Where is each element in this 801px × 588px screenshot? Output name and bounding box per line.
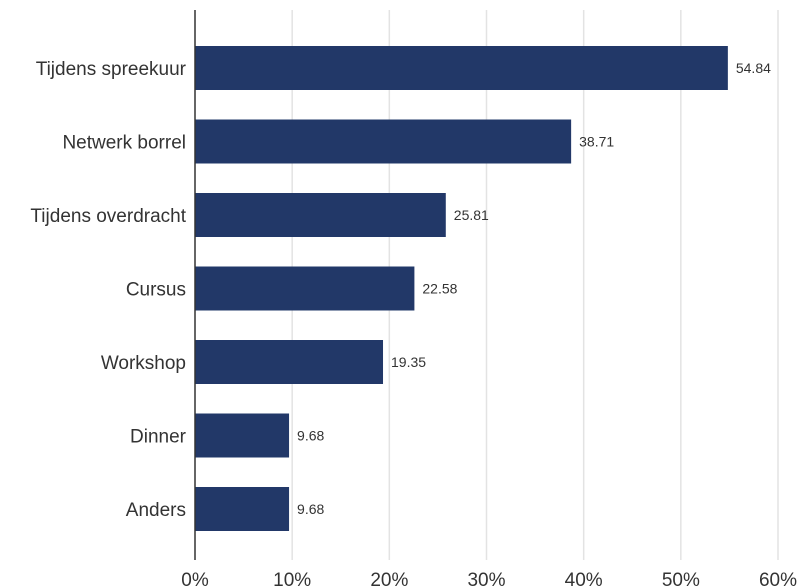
category-label: Dinner xyxy=(130,427,187,448)
bar xyxy=(195,340,384,384)
value-label: 22.58 xyxy=(422,281,457,297)
value-label: 54.84 xyxy=(736,60,771,76)
x-tick-label: 20% xyxy=(370,570,408,588)
x-tick-label: 40% xyxy=(565,570,603,588)
value-label: 9.68 xyxy=(297,428,324,444)
category-label: Netwerk borrel xyxy=(62,133,186,154)
bar xyxy=(195,193,446,237)
x-tick-label: 0% xyxy=(181,570,209,588)
bar xyxy=(195,266,415,311)
value-label: 9.68 xyxy=(297,501,324,517)
x-tick-label: 60% xyxy=(759,570,797,588)
x-tick-labels: 0% 10% 20% 30% 40% 50% 60% xyxy=(181,570,797,588)
value-label: 19.35 xyxy=(391,354,426,370)
category-label: Anders xyxy=(126,500,186,521)
category-label: Tijdens spreekuur xyxy=(36,59,187,80)
value-label: 38.71 xyxy=(579,134,614,150)
value-label: 25.81 xyxy=(454,207,489,223)
bars xyxy=(195,46,728,531)
x-tick-label: 30% xyxy=(467,570,505,588)
value-labels: 54.84 38.71 25.81 22.58 19.35 9.68 9.68 xyxy=(297,60,771,517)
bar xyxy=(195,487,290,531)
category-label: Workshop xyxy=(101,353,186,374)
bar xyxy=(195,46,728,90)
category-label: Tijdens overdracht xyxy=(30,206,186,227)
bar xyxy=(195,413,290,458)
x-tick-label: 10% xyxy=(273,570,311,588)
category-label: Cursus xyxy=(126,280,186,301)
bar xyxy=(195,119,572,164)
category-labels: Tijdens spreekuur Netwerk borrel Tijdens o… xyxy=(30,59,186,521)
grid-lines xyxy=(291,10,779,560)
x-tick-label: 50% xyxy=(662,570,700,588)
